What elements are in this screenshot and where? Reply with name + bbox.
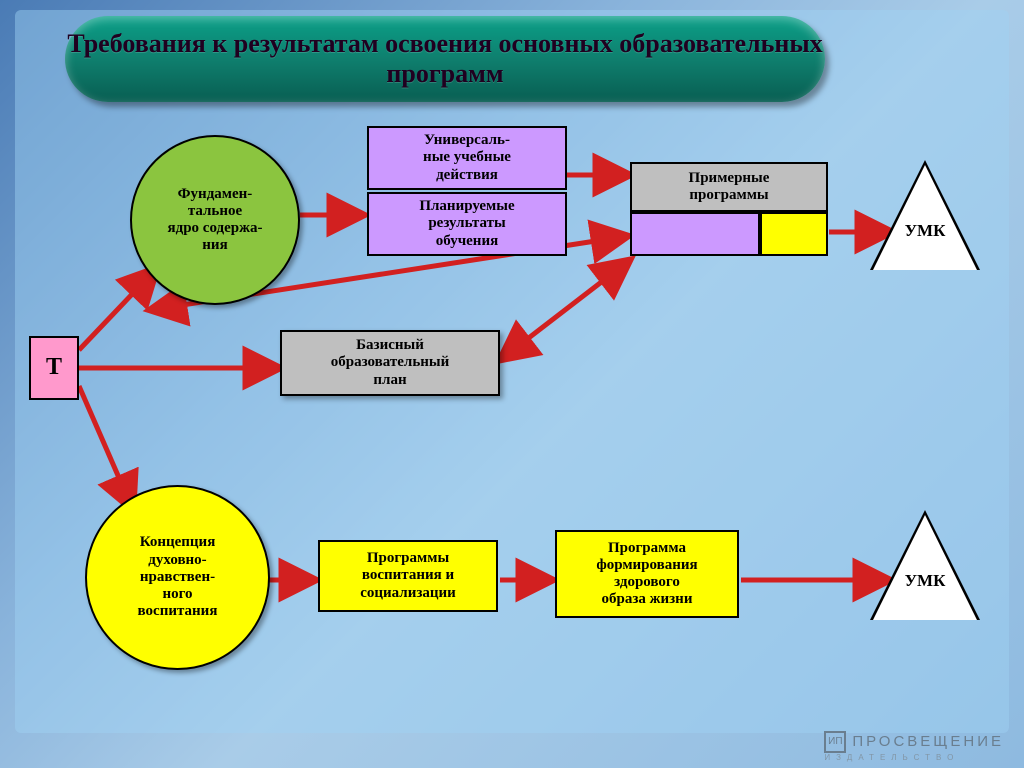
node-umc2-label: УМК bbox=[870, 571, 980, 591]
node-concept: Концепциядуховно-нравствен-ноговоспитани… bbox=[85, 485, 270, 670]
logo-text: ПРОСВЕЩЕНИЕ bbox=[852, 733, 1004, 750]
node-swatch_y bbox=[760, 212, 828, 256]
logo-subtext: ИЗДАТЕЛЬСТВО bbox=[824, 753, 1004, 762]
node-uud: Универсаль-ные учебныедействия bbox=[367, 126, 567, 190]
node-planned: Планируемыерезультатыобучения bbox=[367, 192, 567, 256]
title-pill: Требования к результатам освоения основн… bbox=[65, 16, 825, 102]
node-umc1-label: УМК bbox=[870, 221, 980, 241]
node-core: Фундамен-тальноеядро содержа-ния bbox=[130, 135, 300, 305]
node-swatch_v bbox=[630, 212, 760, 256]
title-text: Требования к результатам освоения основн… bbox=[65, 16, 825, 102]
node-prog_zozh: Программаформированияздоровогообраза жиз… bbox=[555, 530, 739, 618]
node-basic: Базисныйобразовательныйплан bbox=[280, 330, 500, 396]
node-approx: Примерныепрограммы bbox=[630, 162, 828, 212]
slide-stage: Требования к результатам освоения основн… bbox=[0, 0, 1024, 768]
node-t: Т bbox=[29, 336, 79, 400]
publisher-logo: ИППРОСВЕЩЕНИЕ ИЗДАТЕЛЬСТВО bbox=[824, 731, 1004, 762]
node-prog_vosp: Программывоспитания исоциализации bbox=[318, 540, 498, 612]
